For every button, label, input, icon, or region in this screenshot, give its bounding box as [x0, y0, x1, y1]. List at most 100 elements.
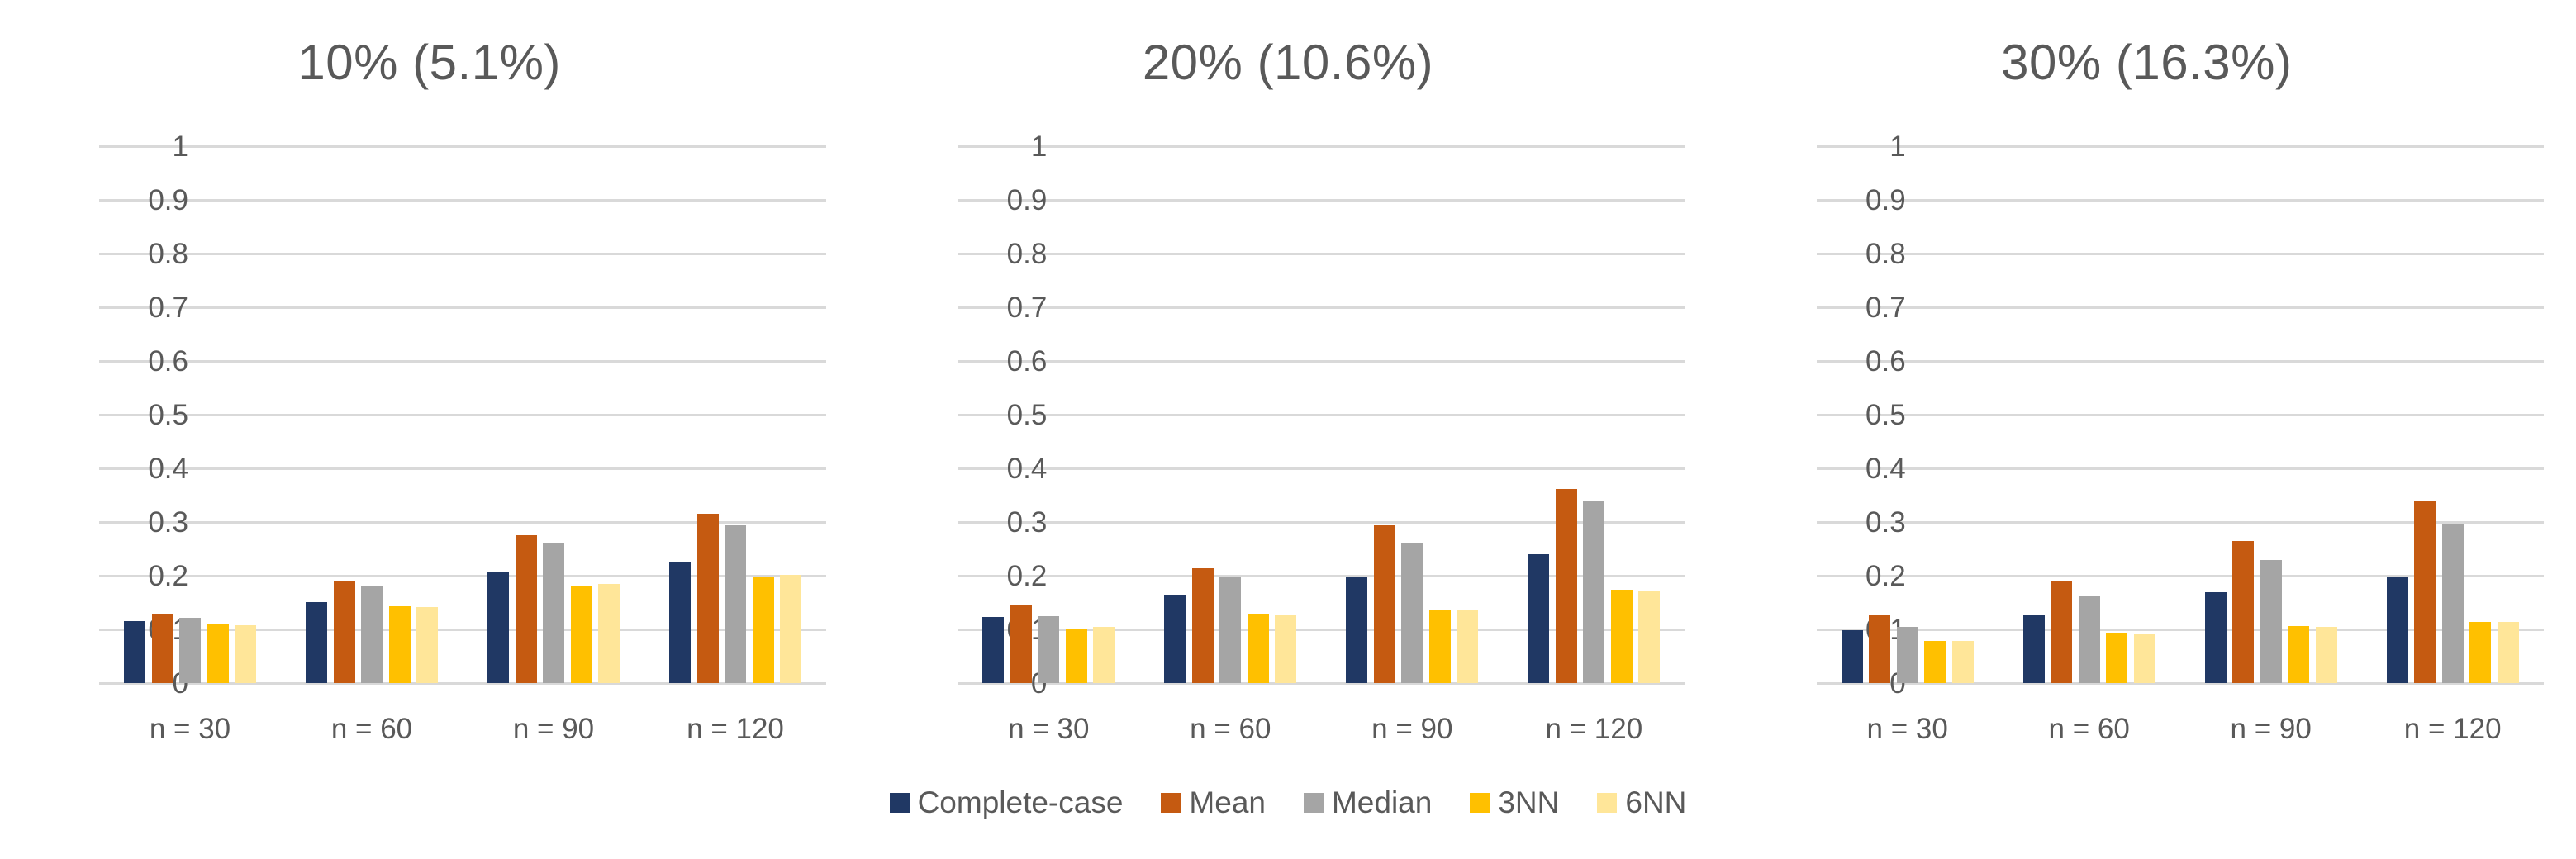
gridline [1816, 467, 2544, 470]
bar-group [99, 146, 281, 683]
gridline [958, 252, 1685, 255]
gridline [1816, 574, 2544, 577]
y-axis-tick-label: 0.7 [148, 292, 188, 324]
chart-title: 30% (16.3%) [2001, 35, 2293, 90]
legend-swatch-icon [1161, 793, 1181, 813]
bar-6nn [598, 584, 620, 683]
bar-mean [151, 613, 173, 683]
y-axis-tick-label: 0.8 [148, 238, 188, 270]
y-axis-tick-label: 0.2 [1006, 560, 1048, 592]
bar-3nn [1610, 589, 1633, 683]
y-axis-tick-label: 0.6 [1865, 345, 1906, 377]
bar-group [2180, 146, 2362, 683]
bar-6nn [1093, 627, 1115, 683]
x-axis-category-label: n = 30 [1008, 713, 1090, 745]
legend-label: Complete-case [917, 785, 1124, 819]
legend-item: Median [1303, 785, 1433, 821]
gridline [1816, 306, 2544, 309]
bar-group [1999, 146, 2180, 683]
chart-panel: 20% (10.6%)00.10.20.30.40.50.60.70.80.91… [858, 0, 1717, 859]
bar-complete-case [2022, 615, 2045, 683]
bar-mean [515, 535, 537, 683]
bar-mean [1010, 605, 1032, 683]
y-axis-tick-label: 1 [1889, 131, 1906, 163]
gridline [99, 574, 826, 577]
gridline [99, 628, 826, 631]
y-axis-tick-label: 0.5 [1006, 399, 1048, 431]
bar-6nn [1638, 591, 1661, 683]
gridline [99, 145, 826, 148]
bar-mean [2051, 581, 2073, 683]
x-axis-category-label: n = 60 [330, 713, 413, 745]
bar-median [1583, 501, 1605, 683]
y-axis-tick-label: 0.9 [1006, 184, 1048, 216]
y-axis-tick-label: 0.3 [1865, 506, 1906, 539]
bar-3nn [388, 606, 411, 683]
gridline [1816, 628, 2544, 631]
gridline [958, 628, 1685, 631]
chart-panel: 30% (16.3%)00.10.20.30.40.50.60.70.80.91… [1718, 0, 2576, 859]
bar-group [1321, 146, 1503, 683]
bar-group [1817, 146, 1999, 683]
bar-6nn [1951, 640, 1974, 683]
legend-item: Mean [1161, 785, 1266, 821]
x-axis-category-label: n = 60 [2048, 713, 2130, 745]
gridline [958, 467, 1685, 470]
gridline [99, 359, 826, 363]
bar-complete-case [306, 601, 327, 683]
bar-group [958, 146, 1139, 683]
bar-3nn [1065, 629, 1087, 683]
y-axis-tick-label: 0.2 [148, 560, 188, 592]
bar-median [361, 586, 383, 683]
legend-swatch-icon [1597, 793, 1618, 813]
bar-3nn [1247, 613, 1269, 683]
plot-area: 00.10.20.30.40.50.60.70.80.91 [958, 132, 1685, 698]
bar-mean [696, 514, 719, 683]
gridline [1816, 520, 2544, 524]
bar-group [463, 146, 644, 683]
bar-complete-case [1841, 629, 1863, 683]
bar-6nn [2315, 626, 2337, 683]
y-axis-tick-label: 0.4 [1865, 453, 1906, 485]
legend-label: Median [1331, 785, 1433, 819]
bar-groups [958, 146, 1685, 683]
gridline [958, 306, 1685, 309]
gridline [1816, 413, 2544, 416]
legend-label: Mean [1189, 785, 1266, 819]
bar-3nn [2288, 626, 2310, 683]
legend-label: 3NN [1498, 785, 1560, 819]
x-axis-category-label: n = 30 [1866, 713, 1948, 745]
gridline [99, 413, 826, 416]
x-axis-labels: n = 30 n = 60 n = 90 n = 120 [1817, 712, 2544, 747]
gridline [958, 574, 1685, 577]
x-axis-category-label: n = 30 [149, 713, 231, 745]
bar-complete-case [982, 617, 1005, 683]
chart-title: 10% (5.1%) [297, 35, 561, 90]
bar-group [2362, 146, 2544, 683]
y-axis-tick-label: 0.4 [148, 453, 188, 485]
chart-panel: 10% (5.1%)00.10.20.30.40.50.60.70.80.91n… [0, 0, 858, 859]
bar-6nn [780, 575, 801, 683]
chart-legend: Complete-case Mean Median 3NN 6NN [0, 785, 2576, 821]
legend-swatch-icon [1470, 793, 1490, 813]
gridline [99, 520, 826, 524]
bar-6nn [1457, 609, 1479, 683]
gridline [958, 681, 1685, 685]
bar-group [1503, 146, 1685, 683]
gridline [958, 520, 1685, 524]
gridline [99, 198, 826, 202]
gridline [1816, 681, 2544, 685]
y-axis-tick-label: 0.9 [148, 184, 188, 216]
gridline [1816, 198, 2544, 202]
y-axis-tick-label: 0.2 [1865, 560, 1906, 592]
x-axis-labels: n = 30 n = 60 n = 90 n = 120 [99, 712, 826, 747]
gridline [99, 681, 826, 685]
bar-3nn [570, 586, 592, 683]
gridline [99, 306, 826, 309]
gridline [1816, 359, 2544, 363]
bar-group [1139, 146, 1321, 683]
bar-6nn [2497, 621, 2519, 683]
legend-swatch-icon [889, 793, 910, 813]
